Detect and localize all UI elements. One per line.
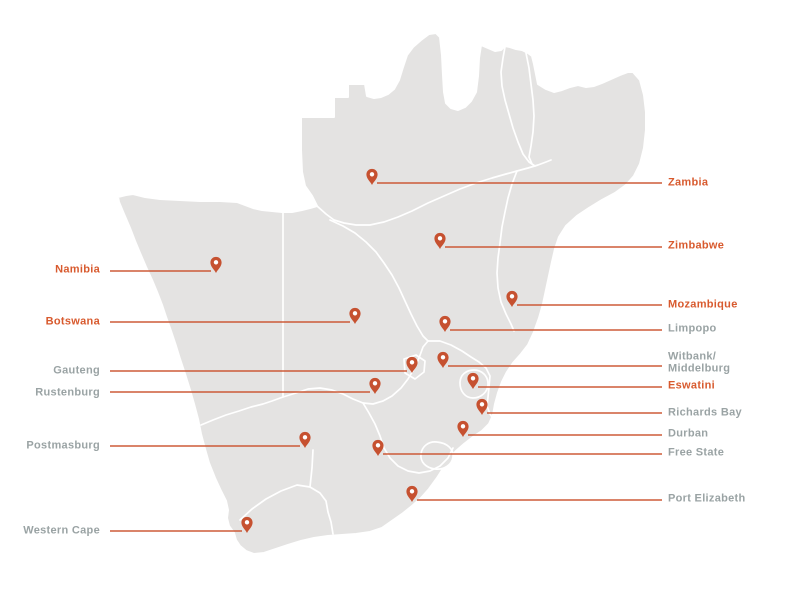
map-pins [210,168,518,533]
map-pin-eswatini[interactable] [467,372,479,389]
pin-marker-icon [457,420,469,437]
map-label-botswana: Botswana [45,315,100,328]
map-pin-port-elizabeth[interactable] [406,485,418,502]
pin-marker-icon [369,377,381,394]
pin-hole [244,520,250,525]
pin-hole [509,294,515,299]
map-label-postmasburg: Postmasburg [26,439,100,452]
pin-marker-icon [467,372,479,389]
pin-hole [479,402,485,407]
border-malawi-west [500,46,536,167]
map-label-port-elizabeth: Port Elizabeth [668,492,746,505]
border-zimbabwe-botswana [329,219,429,342]
map-label-witbank-middelburg: Witbank/Middelburg [668,350,731,374]
landmass-outline [117,32,647,555]
pin-marker-icon [434,232,446,249]
map-pin-richards-bay[interactable] [476,398,488,415]
map-label-gauteng: Gauteng [53,364,100,377]
pin-hole [213,260,219,265]
pin-hole [409,489,415,494]
map-label-zimbabwe: Zimbabwe [668,239,725,252]
pin-marker-icon [439,315,451,332]
map-pin-postmasburg[interactable] [299,431,311,448]
map-pin-namibia[interactable] [210,256,222,273]
pin-hole [375,443,381,448]
pin-marker-icon [299,431,311,448]
pin-hole [460,424,466,429]
border-lesotho [420,441,454,470]
border-zimbabwe-mozambique [496,170,518,332]
pin-marker-icon [241,516,253,533]
border-northern-cape [309,449,314,488]
map-pin-mozambique[interactable] [506,290,518,307]
pin-marker-icon [406,485,418,502]
map-pin-limpopo[interactable] [439,315,451,332]
border-malawi-east [525,52,535,165]
pin-hole [442,319,448,324]
map-label-zambia: Zambia [668,176,709,189]
pin-hole [409,360,415,365]
map-label-richards-bay: Richards Bay [668,406,742,419]
pin-hole [372,381,378,386]
pin-marker-icon [372,439,384,456]
map-label-rustenburg: Rustenburg [35,386,100,399]
map-pin-durban[interactable] [457,420,469,437]
pin-marker-icon [349,307,361,324]
border-namibia-southafrica [200,396,284,426]
map-pin-zimbabwe[interactable] [434,232,446,249]
pin-hole [302,435,308,440]
map-pin-western-cape[interactable] [241,516,253,533]
pin-marker-icon [366,168,378,185]
map-pin-rustenburg[interactable] [369,377,381,394]
pin-hole [369,172,375,177]
landmass [117,32,647,555]
map-label-eswatini: Eswatini [668,379,716,392]
map-pin-botswana[interactable] [349,307,361,324]
border-free-state [362,402,454,474]
map-label-mozambique: Mozambique [668,298,738,311]
border-gauteng [403,354,426,380]
map-pin-witbank-middelburg[interactable] [437,351,449,368]
pin-hole [440,355,446,360]
pin-hole [470,376,476,381]
map-label-durban: Durban [668,427,709,440]
map-label-free-state: Free State [668,446,725,459]
map-label-limpopo: Limpopo [668,322,717,335]
pin-marker-icon [506,290,518,307]
pin-marker-icon [476,398,488,415]
pin-marker-icon [406,356,418,373]
pin-marker-icon [437,351,449,368]
pin-marker-icon [210,256,222,273]
leader-lines [110,182,662,532]
map-label-namibia: Namibia [55,263,100,276]
pin-hole [352,311,358,316]
border-zambia-south [316,159,552,226]
map-pin-free-state[interactable] [372,439,384,456]
map-pin-zambia[interactable] [366,168,378,185]
pin-hole [437,236,443,241]
map-label-western-cape: Western Cape [23,524,100,537]
map-pin-gauteng[interactable] [406,356,418,373]
